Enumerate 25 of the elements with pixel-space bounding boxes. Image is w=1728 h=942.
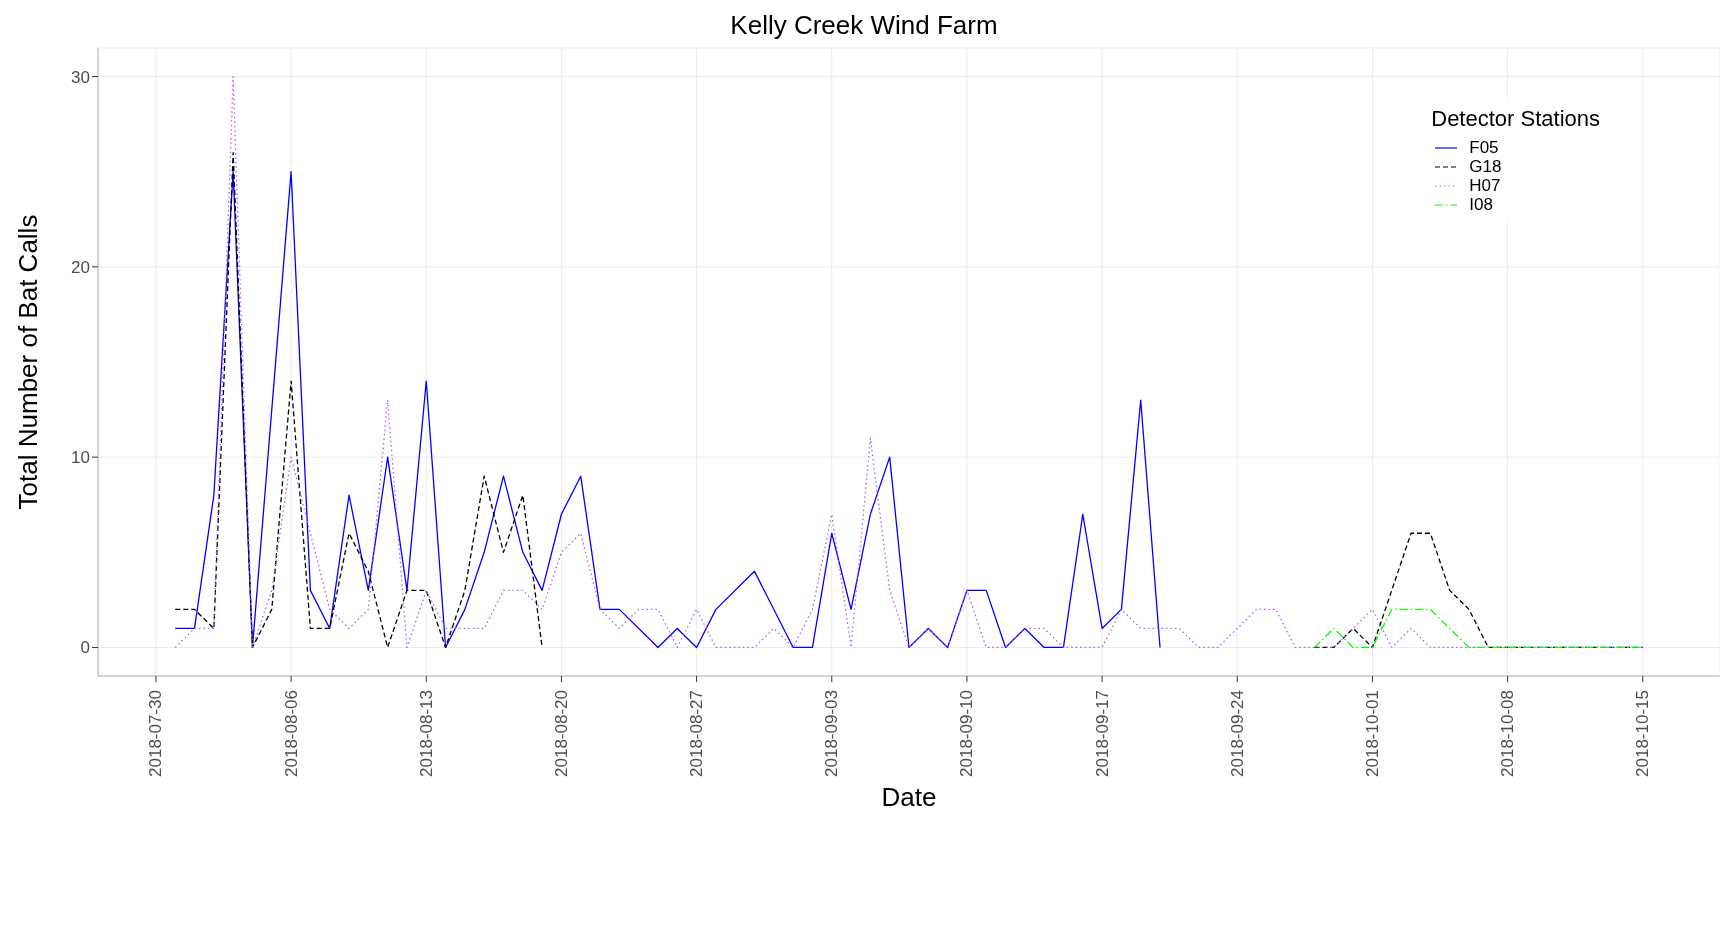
x-axis-title: Date bbox=[881, 782, 937, 812]
x-tick-label: 2018-09-10 bbox=[957, 690, 977, 777]
x-tick-label: 2018-10-01 bbox=[1362, 690, 1382, 777]
legend-label: F05 bbox=[1469, 138, 1499, 157]
legend-label: G18 bbox=[1469, 157, 1502, 176]
y-axis-title: Total Number of Bat Calls bbox=[13, 214, 44, 510]
x-tick-label: 2018-09-03 bbox=[822, 690, 842, 777]
chart-title: Kelly Creek Wind Farm bbox=[729, 9, 999, 42]
x-tick-label: 2018-08-06 bbox=[281, 690, 301, 777]
y-tick-label: 30 bbox=[71, 67, 90, 87]
x-tick-label: 2018-07-30 bbox=[146, 690, 166, 777]
y-tick-label: 0 bbox=[80, 638, 90, 658]
y-tick-label: 10 bbox=[71, 448, 90, 468]
x-tick-label: 2018-09-24 bbox=[1227, 690, 1247, 777]
x-tick-label: 2018-09-17 bbox=[1092, 690, 1112, 777]
x-tick-label: 2018-08-27 bbox=[687, 690, 707, 777]
legend-label: I08 bbox=[1469, 195, 1493, 214]
line-series bbox=[174, 171, 1161, 649]
y-tick-label: 20 bbox=[71, 257, 90, 277]
x-tick-label: 2018-08-20 bbox=[551, 690, 571, 777]
legend-label: H07 bbox=[1469, 176, 1501, 195]
x-tick-label: 2018-10-08 bbox=[1498, 690, 1518, 777]
x-tick-label: 2018-08-13 bbox=[416, 690, 436, 777]
legend-title: Detector Stations bbox=[1431, 106, 1600, 132]
x-tick-label: 2018-10-15 bbox=[1633, 690, 1653, 777]
